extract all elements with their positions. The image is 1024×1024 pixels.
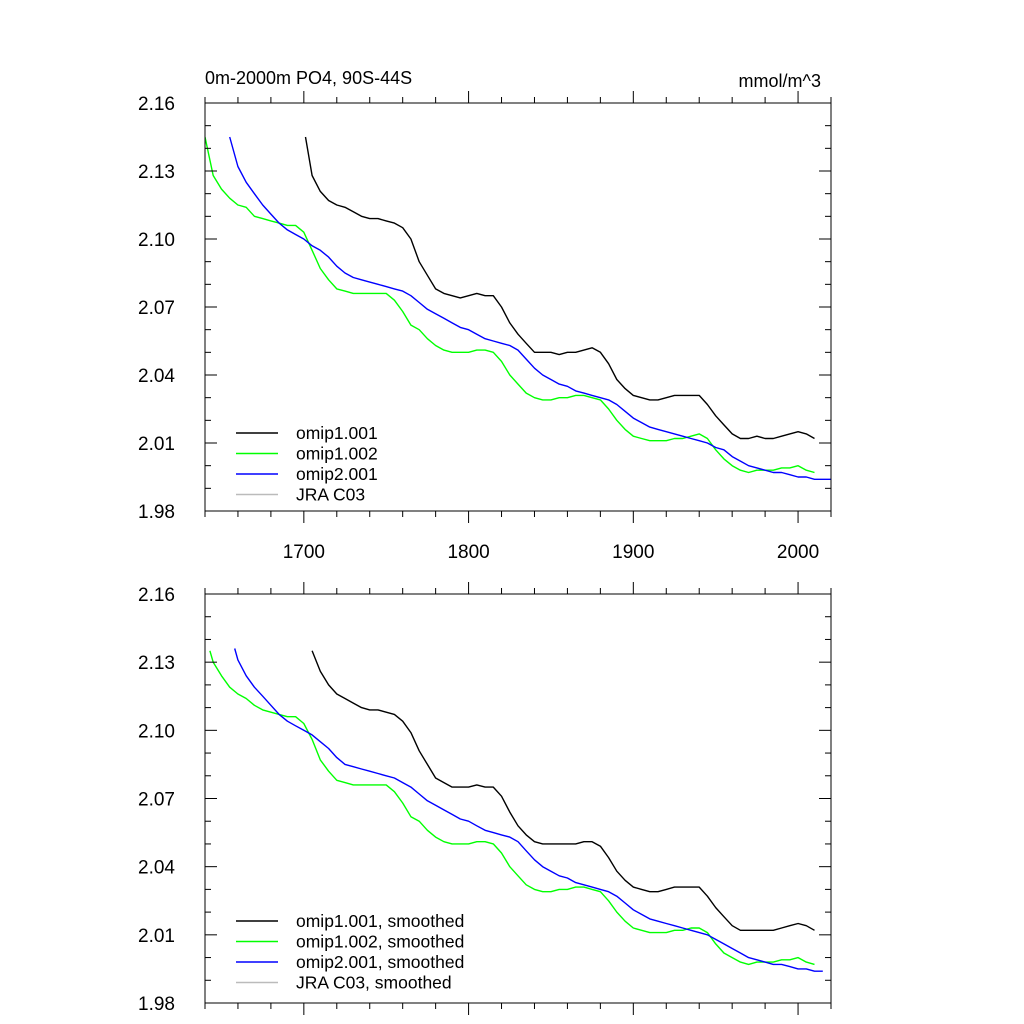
y-tick-label: 2.04 <box>138 858 175 879</box>
series-line-2 <box>234 648 823 972</box>
y-tick-label: 2.13 <box>138 653 175 674</box>
y-tick-label: 2.10 <box>138 721 175 742</box>
x-tick-label: 1800 <box>447 542 489 563</box>
units-label: mmol/m^3 <box>739 71 821 91</box>
x-tick-label: 1700 <box>283 542 325 563</box>
y-tick-label: 2.07 <box>138 790 175 811</box>
x-tick-label: 1900 <box>612 542 654 563</box>
series-line-2 <box>229 136 831 480</box>
y-tick-label: 2.01 <box>138 434 175 455</box>
legend-label: omip1.001 <box>296 423 378 443</box>
y-tick-label: 1.98 <box>138 502 175 523</box>
chart-title: 0m-2000m PO4, 90S-44S <box>205 68 412 88</box>
y-tick-label: 2.10 <box>138 230 175 251</box>
legend-label: JRA C03, smoothed <box>296 973 452 993</box>
legend-label: omip2.001 <box>296 464 378 484</box>
y-tick-label: 2.04 <box>138 366 175 387</box>
legend-label: omip2.001, smoothed <box>296 952 464 972</box>
series-line-1 <box>209 650 815 966</box>
y-tick-label: 1.98 <box>138 994 175 1015</box>
legend-label: omip1.002 <box>296 444 378 464</box>
y-tick-label: 2.01 <box>138 926 175 947</box>
top-panel: 1.98 2.01 2.04 2.07 2.10 2.13 2.16 1700 1800 1900… <box>138 68 832 563</box>
y-tick-label: 2.07 <box>138 298 175 319</box>
bottom-panel: 1.98 2.01 2.04 2.07 2.10 2.13 2.16 omip1.001, s… <box>138 582 832 1015</box>
x-tick-label: 2000 <box>777 542 819 563</box>
series-line-0 <box>304 136 815 440</box>
series-lines <box>209 648 823 972</box>
legend-label: omip1.002, smoothed <box>296 932 464 952</box>
series-line-0 <box>311 650 815 931</box>
series-lines <box>205 136 831 480</box>
legend-label: JRA C03 <box>296 485 365 505</box>
y-tick-label: 2.13 <box>138 162 175 183</box>
y-tick-label: 2.16 <box>138 94 175 115</box>
y-tick-label: 2.16 <box>138 585 175 606</box>
legend-label: omip1.001, smoothed <box>296 911 464 931</box>
